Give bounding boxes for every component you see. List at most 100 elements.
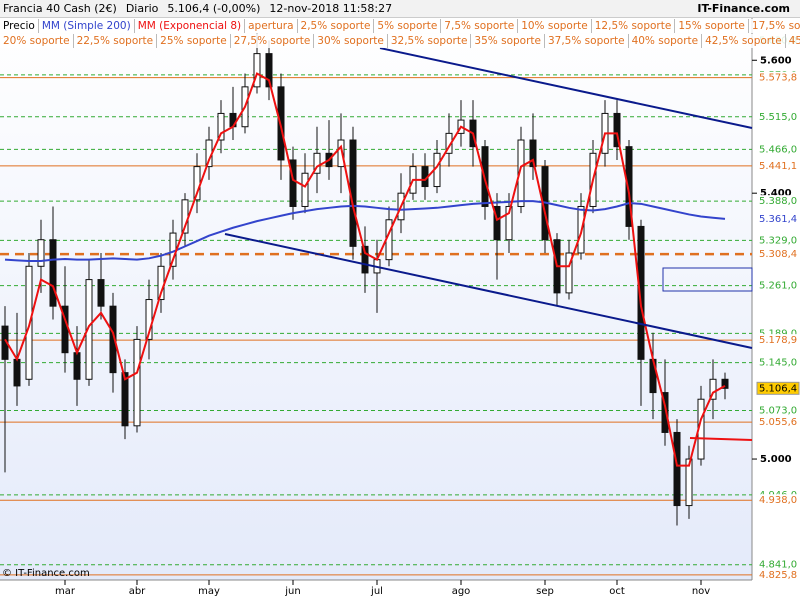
level-label-box — [757, 416, 799, 429]
legend-item: 22,5% soporte — [73, 34, 158, 48]
level-label: 5.055,6 — [759, 417, 797, 428]
candle-body — [13, 358, 21, 387]
candle-body — [685, 458, 693, 507]
level-label: 5.388,0 — [759, 196, 797, 207]
candle-body — [253, 53, 261, 88]
x-tick-label: sep — [536, 586, 554, 597]
legend-row: Precio MM (Simple 200) MM (Exponencial 8) a… — [0, 19, 800, 33]
level-label-box — [757, 356, 799, 369]
level-label-box — [757, 110, 799, 123]
level-label: 5.145,0 — [759, 358, 797, 369]
plot-background — [0, 18, 752, 580]
legend-item: 17,5% soporte — [748, 19, 800, 33]
level-label: 5.329,0 — [759, 235, 797, 246]
level-label-box — [757, 234, 799, 247]
legend-item: 32,5% soporte — [387, 34, 472, 48]
level-label: 5.361,4 — [759, 214, 797, 225]
x-tick-label: mar — [55, 586, 76, 597]
candle-body — [493, 205, 501, 241]
candle-body — [613, 112, 621, 148]
candle-body — [73, 352, 81, 380]
legend-row: 20% soporte 22,5% soporte 25% soporte 27,5%… — [0, 34, 800, 48]
zone-box — [662, 267, 753, 292]
legend-item: 20% soporte — [0, 34, 74, 48]
footer: © IT-Finance.com — [2, 568, 90, 579]
level-label: 5.308,4 — [759, 249, 797, 260]
instrument: Francia 40 Cash (2€) — [3, 2, 117, 15]
candle-body — [265, 53, 273, 88]
legend-item: 40% soporte — [628, 34, 703, 48]
candle-body — [625, 146, 633, 227]
y-tick-label: 5.400 — [760, 188, 792, 199]
series-line — [4, 200, 726, 262]
level-label-box — [757, 334, 799, 347]
candle-body — [361, 245, 369, 274]
level-label-box — [757, 71, 799, 84]
level-label: 5.073,0 — [759, 406, 797, 417]
candle-body — [289, 159, 297, 207]
axis-background — [752, 18, 800, 600]
y-tick-label: 5.600 — [760, 55, 792, 66]
price: 5.106,4 (-0,00%) — [167, 2, 261, 15]
x-tick-label: ago — [452, 586, 471, 597]
level-label-box — [757, 279, 799, 292]
candle-body — [517, 139, 525, 207]
level-label: 5.178,9 — [759, 335, 797, 346]
level-label: 5.189,0 — [759, 328, 797, 339]
level-label-box — [757, 558, 799, 571]
x-tick-label: abr — [129, 586, 146, 597]
candle-body — [721, 378, 729, 389]
candle-body — [37, 239, 45, 267]
legend-item: 27,5% soporte — [230, 34, 315, 48]
period: Diario — [125, 2, 159, 15]
level-label: 4.841,0 — [759, 560, 797, 571]
level-label-box — [757, 248, 799, 261]
candle-body — [673, 431, 681, 507]
legend-item: 30% soporte — [314, 34, 388, 48]
candle-body — [337, 139, 345, 168]
level-label: 5.573,8 — [759, 73, 797, 84]
timestamp: 12-nov-2018 11:58:27 — [269, 2, 393, 15]
candle-body — [529, 139, 537, 168]
level-label: 5.441,1 — [759, 161, 797, 172]
legend-item: 2,5% soporte — [297, 19, 375, 33]
candle-body — [505, 205, 513, 241]
candle-body — [49, 239, 57, 307]
candle-body — [565, 252, 573, 294]
level-label: 4.938,0 — [759, 495, 797, 506]
candle-body — [97, 279, 105, 307]
level-label-box — [757, 404, 799, 417]
trend-line — [224, 233, 753, 349]
x-tick-label: nov — [692, 586, 710, 597]
candle-body — [109, 305, 117, 374]
level-label: 5.515,0 — [759, 112, 797, 123]
legend-item: apertura — [245, 19, 298, 33]
legend-item: 35% soporte — [471, 34, 545, 48]
level-label-box — [757, 159, 799, 172]
level-label: 5.106,4 — [759, 383, 797, 394]
legend-item: 10% soporte — [518, 19, 592, 33]
y-tick-label: 5.000 — [760, 454, 792, 465]
legend-item: MM (Simple 200) — [38, 19, 135, 33]
candle-body — [661, 392, 669, 433]
x-tick-label: jul — [370, 586, 383, 597]
title-bar: Francia 40 Cash (2€) Diario 5.106,4 (-0,00… — [0, 0, 800, 18]
level-label: 5.466,0 — [759, 144, 797, 155]
level-label-box — [757, 143, 799, 156]
legend-item: MM (Exponencial 8) — [134, 19, 246, 33]
level-label-box — [757, 494, 799, 507]
level-label-box — [757, 212, 799, 225]
legend-item: 15% soporte — [675, 19, 749, 33]
candle-body — [709, 378, 717, 400]
level-segment — [689, 437, 753, 441]
legend-item: 25% soporte — [157, 34, 231, 48]
legend-item: 37,5% soporte — [544, 34, 629, 48]
legend-item: 7,5% soporte — [441, 19, 519, 33]
candle-body — [637, 225, 645, 360]
x-tick-label: jun — [284, 586, 300, 597]
candle-body — [301, 172, 309, 207]
level-label: 5.261,0 — [759, 281, 797, 292]
legend-item: 5% soporte — [374, 19, 442, 33]
legend-item: 42,5% soporte — [702, 34, 786, 48]
